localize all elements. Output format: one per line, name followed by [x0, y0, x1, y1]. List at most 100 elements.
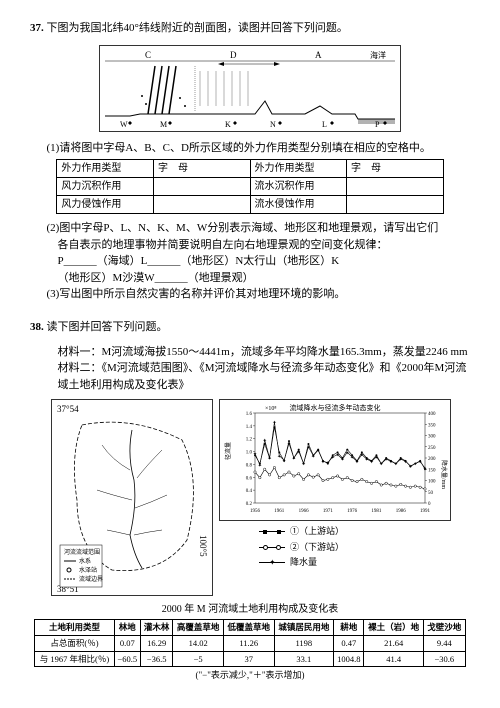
svg-text:K: K	[225, 120, 231, 129]
th: 外力作用类型	[250, 160, 347, 178]
svg-text:1976: 1976	[347, 509, 358, 514]
svg-text:流域降水与径流多年动态变化: 流域降水与径流多年动态变化	[290, 403, 381, 412]
svg-text:✦: ✦	[365, 457, 369, 463]
td: 流水沉积作用	[250, 178, 347, 196]
svg-text:✦: ✦	[379, 462, 383, 468]
svg-text:✦: ✦	[423, 466, 427, 472]
td: 风力沉积作用	[57, 178, 154, 196]
svg-text:✦: ✦	[350, 455, 354, 461]
q38-num: 38.	[30, 321, 44, 333]
svg-text:1981: 1981	[371, 509, 382, 514]
svg-text:1966: 1966	[299, 509, 310, 514]
svg-text:✦: ✦	[369, 459, 373, 465]
q37-p3: (3)写出图中所示自然灾害的名称并评价其对地理环境的影响。	[47, 286, 471, 303]
th: 字 母	[347, 160, 444, 178]
svg-text:250: 250	[428, 446, 436, 451]
svg-text:降水量/mm: 降水量/mm	[440, 460, 448, 489]
th: 外力作用类型	[57, 160, 154, 178]
svg-text:✦: ✦	[258, 463, 262, 469]
svg-text:350: 350	[428, 423, 436, 428]
runoff-precip-chart: 流域降水与径流多年动态变化 ×10⁸ 0.20.40.60.81.01.21.4…	[219, 399, 451, 521]
q37-p1: (1)请将图中字母A、B、C、D所示区域的外力作用类型分别填在相应的空格中。	[47, 140, 471, 157]
svg-text:水泽站: 水泽站	[79, 566, 97, 574]
svg-text:海洋: 海洋	[370, 50, 386, 60]
svg-text:✦: ✦	[340, 457, 344, 463]
svg-text:0.4: 0.4	[246, 489, 253, 494]
svg-text:✦: ✦	[360, 453, 364, 459]
svg-text:100: 100	[428, 480, 436, 485]
svg-text:✦: ✦	[394, 462, 398, 468]
svg-text:L: L	[322, 120, 327, 129]
svg-text:✦: ✦	[345, 450, 349, 456]
svg-text:1.4: 1.4	[246, 425, 253, 430]
svg-text:✦: ✦	[321, 459, 325, 465]
svg-text:0: 0	[428, 502, 431, 507]
svg-text:150: 150	[428, 468, 436, 473]
table-caption: 2000 年 M 河流域土地利用构成及变化表	[30, 602, 470, 617]
q37-p2d: （地形区）M沙漠W______（地理景观）	[58, 270, 471, 287]
svg-text:200: 200	[428, 457, 436, 462]
svg-text:100°5: 100°5	[198, 535, 208, 557]
q38-m2: 材料二：《M河流域范围图》、《M河流域降水与径流多年动态变化》和《2000年M河…	[58, 360, 471, 393]
q38-title: 读下图并回答下列问题。	[47, 321, 168, 333]
svg-text:✦: ✦	[355, 459, 359, 465]
svg-text:P: P	[375, 120, 380, 129]
q37-title: 下图为我国北纬40°纬线附近的剖面图，读图并回答下列问题。	[47, 22, 348, 34]
svg-text:W: W	[120, 120, 128, 129]
svg-text:✦: ✦	[267, 456, 271, 462]
svg-text:A: A	[315, 50, 322, 60]
q37-p2c: P______（海域）L______（地形区）N太行山（地形区）K	[58, 253, 471, 270]
svg-text:✦: ✦	[413, 462, 417, 468]
svg-text:1991: 1991	[420, 509, 431, 514]
svg-text:M: M	[160, 120, 167, 129]
svg-text:1961: 1961	[274, 509, 285, 514]
svg-text:✦: ✦	[301, 462, 305, 468]
svg-text:✦: ✦	[272, 420, 276, 426]
q37-num: 37.	[30, 22, 44, 34]
td: 风力侵蚀作用	[57, 196, 154, 214]
q37-p2b: 各自表示的地理事物并简要说明自左向右地理景观的空间变化规律：	[58, 237, 471, 254]
q38-m1: 材料一：M河流域海拔1550～4441m，流域多年平均降水量165.3mm，蒸发…	[58, 344, 471, 361]
table-note: ("−"表示减少,"＋"表示增加)	[30, 669, 470, 683]
svg-text:N: N	[270, 120, 276, 129]
basin-map: 37°54 100°5 38°51 河流流域范围 水系 水泽站 流域边界	[51, 399, 213, 596]
svg-text:✦: ✦	[389, 459, 393, 465]
svg-text:径流量: 径流量	[224, 442, 232, 460]
svg-text:流域边界: 流域边界	[79, 575, 103, 583]
chart-legend: ①（上游站） ②（下游站） 降水量	[219, 525, 449, 570]
svg-text:300: 300	[428, 435, 436, 440]
td	[347, 178, 444, 196]
q37-p2a: (2)图中字母P、L、N、K、M、W分别表示海域、地形区和地理景观，请写出它们	[47, 220, 471, 237]
svg-text:1956: 1956	[250, 509, 261, 514]
svg-text:✦: ✦	[277, 454, 281, 460]
svg-text:✦: ✦	[253, 452, 257, 458]
td: 流水侵蚀作用	[250, 196, 347, 214]
svg-text:✦: ✦	[292, 456, 296, 462]
svg-text:0.8: 0.8	[246, 463, 253, 468]
th: 字 母	[153, 160, 250, 178]
svg-text:37°54: 37°54	[57, 404, 79, 414]
svg-text:D: D	[230, 50, 237, 60]
svg-text:0.6: 0.6	[246, 476, 253, 481]
svg-text:河流流域范围: 河流流域范围	[64, 548, 100, 556]
svg-text:✦: ✦	[316, 448, 320, 454]
svg-text:C: C	[145, 50, 151, 60]
svg-text:水系: 水系	[79, 557, 91, 565]
svg-text:✦: ✦	[418, 459, 422, 465]
td	[347, 196, 444, 214]
svg-text:✦: ✦	[287, 441, 291, 447]
svg-text:✦: ✦	[408, 464, 412, 470]
svg-text:✦: ✦	[263, 438, 267, 444]
svg-text:✦: ✦	[399, 457, 403, 463]
svg-text:✦: ✦	[384, 457, 388, 463]
td	[153, 196, 250, 214]
svg-text:400: 400	[428, 412, 436, 417]
cross-section-diagram: C D A 海洋 W M K N L P	[99, 45, 401, 132]
svg-text:✦: ✦	[331, 455, 335, 461]
svg-text:1971: 1971	[323, 509, 334, 514]
svg-text:✦: ✦	[306, 445, 310, 451]
td	[153, 178, 250, 196]
svg-text:✦: ✦	[297, 449, 301, 455]
svg-text:1.6: 1.6	[246, 412, 253, 417]
svg-text:✦: ✦	[326, 461, 330, 467]
